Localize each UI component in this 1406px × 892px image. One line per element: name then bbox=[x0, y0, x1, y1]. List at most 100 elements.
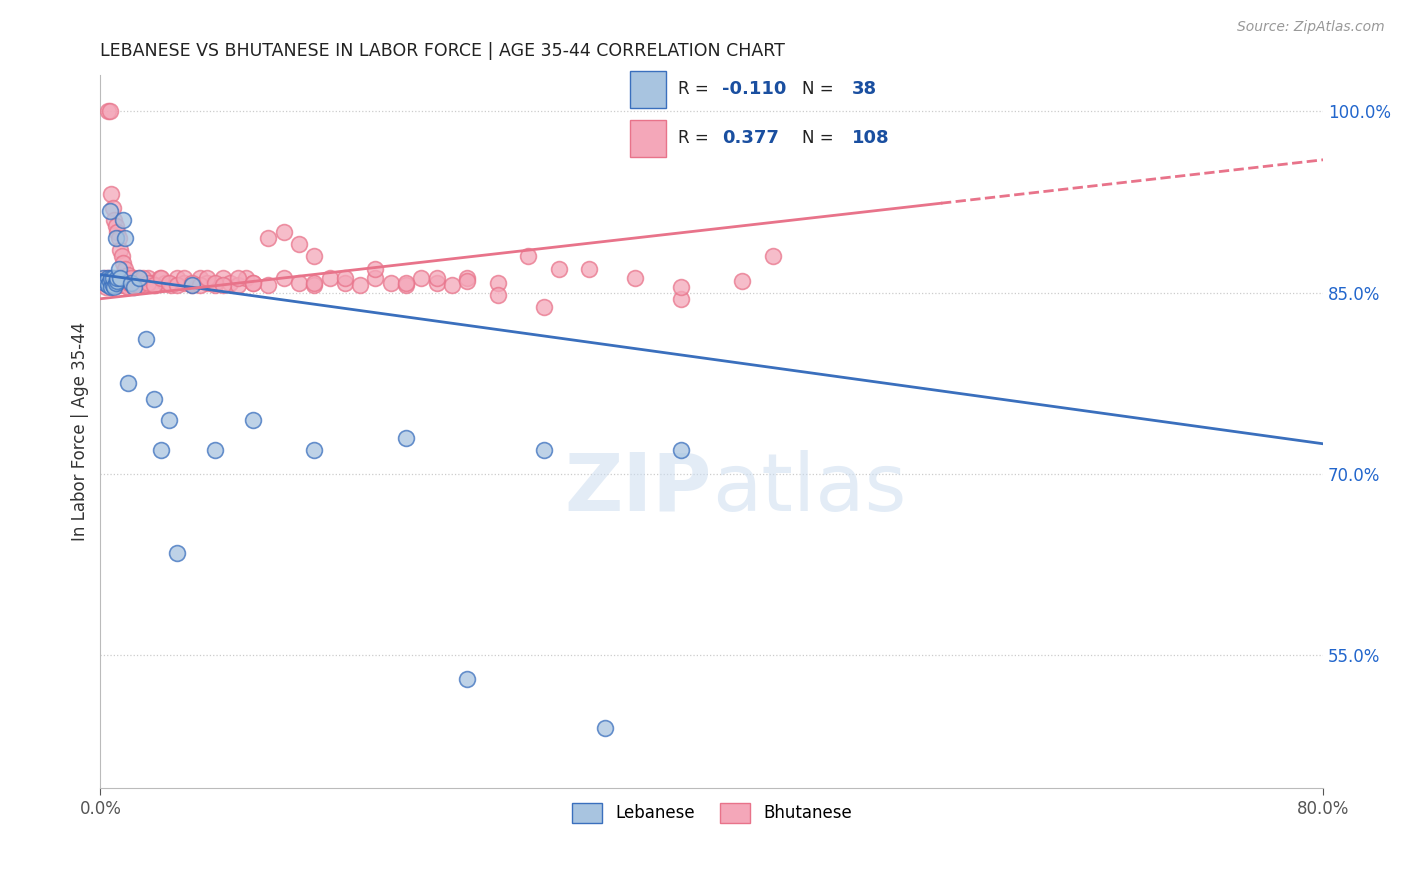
Point bbox=[93, 276, 115, 290]
Point bbox=[157, 276, 180, 290]
Point bbox=[110, 271, 132, 285]
Point bbox=[136, 276, 159, 290]
Point bbox=[114, 278, 136, 293]
Point bbox=[304, 442, 326, 457]
Point bbox=[104, 278, 127, 293]
Point bbox=[195, 271, 218, 285]
Point bbox=[395, 278, 418, 293]
Point bbox=[188, 271, 211, 285]
Point bbox=[304, 250, 326, 264]
Point bbox=[288, 276, 311, 290]
Point bbox=[96, 274, 118, 288]
Point bbox=[120, 271, 142, 285]
Point bbox=[128, 271, 150, 285]
Point bbox=[395, 431, 418, 445]
Point bbox=[486, 288, 509, 302]
Point bbox=[242, 412, 264, 426]
Text: atlas: atlas bbox=[711, 450, 905, 528]
Point bbox=[548, 261, 571, 276]
Point bbox=[134, 278, 156, 293]
Point bbox=[98, 274, 121, 288]
Point bbox=[273, 271, 295, 285]
Text: 38: 38 bbox=[852, 79, 877, 97]
Point bbox=[103, 279, 125, 293]
Point bbox=[124, 276, 146, 290]
Point bbox=[107, 276, 129, 290]
Point bbox=[112, 255, 135, 269]
Point bbox=[98, 203, 121, 218]
Point bbox=[486, 276, 509, 290]
Point bbox=[159, 278, 181, 293]
Point bbox=[411, 271, 433, 285]
Point bbox=[107, 231, 129, 245]
Text: R =: R = bbox=[678, 79, 714, 97]
Point bbox=[669, 292, 692, 306]
Point bbox=[166, 271, 188, 285]
Point bbox=[103, 276, 125, 290]
Y-axis label: In Labor Force | Age 35-44: In Labor Force | Age 35-44 bbox=[72, 322, 89, 541]
Point bbox=[288, 237, 311, 252]
Point bbox=[110, 244, 132, 258]
Bar bbox=[630, 120, 666, 157]
Point bbox=[104, 231, 127, 245]
Point bbox=[105, 271, 128, 285]
Point bbox=[188, 278, 211, 293]
Text: 0.377: 0.377 bbox=[723, 128, 779, 147]
Point bbox=[318, 271, 340, 285]
Point bbox=[114, 261, 136, 276]
Point bbox=[219, 276, 242, 290]
Point bbox=[94, 271, 117, 285]
Point bbox=[98, 104, 121, 119]
Point bbox=[98, 276, 121, 290]
Point bbox=[181, 276, 204, 290]
Text: LEBANESE VS BHUTANESE IN LABOR FORCE | AGE 35-44 CORRELATION CHART: LEBANESE VS BHUTANESE IN LABOR FORCE | A… bbox=[100, 42, 785, 60]
Point bbox=[122, 279, 145, 293]
Point bbox=[132, 271, 155, 285]
Point bbox=[100, 278, 122, 293]
Point bbox=[100, 279, 122, 293]
Point bbox=[125, 278, 148, 293]
Point bbox=[96, 279, 118, 293]
Point bbox=[166, 278, 188, 293]
Point bbox=[105, 271, 128, 285]
Point bbox=[349, 278, 371, 293]
Point bbox=[533, 300, 555, 314]
Point bbox=[456, 673, 478, 687]
Point bbox=[111, 250, 134, 264]
Point bbox=[97, 104, 120, 119]
Point bbox=[117, 279, 139, 293]
Text: 108: 108 bbox=[852, 128, 890, 147]
Point bbox=[101, 271, 124, 285]
Point bbox=[131, 276, 153, 290]
Point bbox=[426, 276, 449, 290]
Point bbox=[103, 213, 125, 227]
Legend: Lebanese, Bhutanese: Lebanese, Bhutanese bbox=[565, 796, 859, 830]
Point bbox=[304, 276, 326, 290]
Point bbox=[380, 276, 402, 290]
Point bbox=[235, 271, 257, 285]
Point bbox=[226, 271, 249, 285]
Point bbox=[100, 271, 122, 285]
Point bbox=[456, 274, 478, 288]
Point bbox=[456, 271, 478, 285]
Point bbox=[117, 376, 139, 391]
Point bbox=[226, 278, 249, 293]
Text: N =: N = bbox=[801, 128, 834, 147]
Point bbox=[153, 276, 176, 290]
Point bbox=[173, 271, 195, 285]
Text: Source: ZipAtlas.com: Source: ZipAtlas.com bbox=[1237, 20, 1385, 34]
Point bbox=[257, 278, 280, 293]
Point bbox=[117, 268, 139, 282]
Point bbox=[107, 261, 129, 276]
Text: R =: R = bbox=[678, 128, 714, 147]
Point bbox=[578, 261, 600, 276]
Point bbox=[104, 276, 127, 290]
Text: -0.110: -0.110 bbox=[723, 79, 786, 97]
Point bbox=[211, 271, 233, 285]
Point bbox=[135, 332, 157, 346]
Point bbox=[150, 442, 173, 457]
Point bbox=[110, 278, 132, 293]
Point bbox=[142, 392, 165, 406]
Point bbox=[101, 201, 124, 215]
Point bbox=[173, 276, 195, 290]
